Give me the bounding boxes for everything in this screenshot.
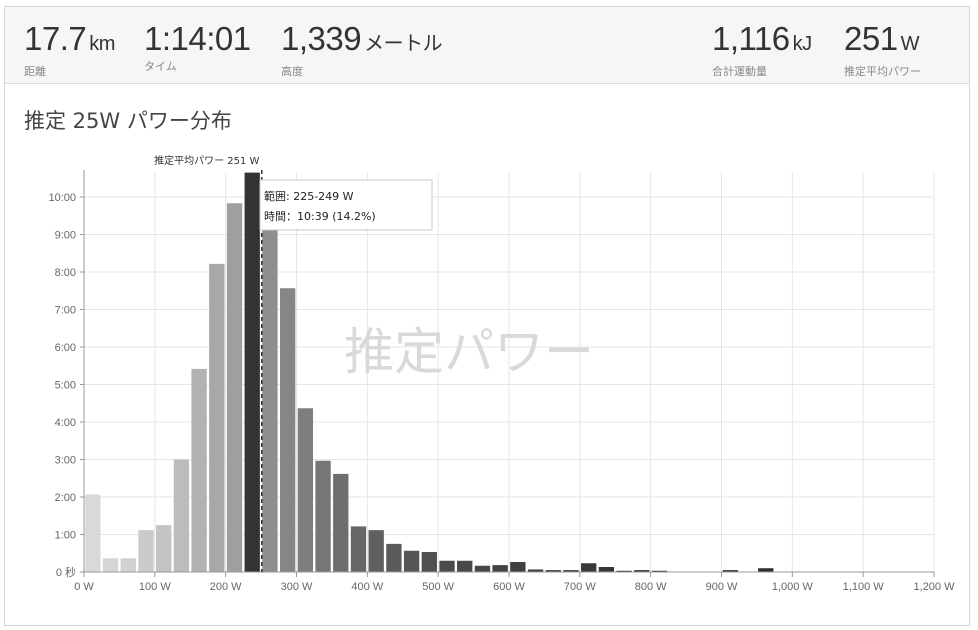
histogram-bar[interactable] — [386, 543, 402, 572]
histogram-bar[interactable] — [545, 570, 561, 572]
histogram-bar[interactable] — [333, 473, 349, 572]
y-tick-label: 4:00 — [55, 417, 76, 429]
x-tick-label: 0 W — [74, 581, 94, 593]
histogram-bar[interactable] — [421, 552, 437, 572]
x-tick-label: 600 W — [493, 581, 525, 593]
histogram-bar[interactable] — [598, 567, 615, 572]
y-tick-label: 10:00 — [48, 192, 76, 204]
y-tick-label: 8:00 — [55, 267, 76, 279]
tooltip-range-text: 範囲: 225-249 W — [264, 189, 354, 203]
power-value: 251 — [844, 20, 898, 57]
time-label: タイム — [144, 60, 177, 73]
histogram-bar[interactable] — [102, 558, 119, 572]
watermark-text: 推定パワー — [344, 323, 594, 381]
y-tick-label: 9:00 — [55, 230, 76, 242]
histogram-bar[interactable] — [581, 563, 597, 572]
y-tick-label: 3:00 — [55, 455, 76, 467]
bar-tooltip — [259, 179, 433, 231]
distance-unit: km — [89, 33, 115, 55]
histogram-bar[interactable] — [279, 288, 296, 572]
time-value: 1:14:01 — [144, 20, 251, 57]
histogram-bar[interactable] — [651, 570, 668, 572]
histogram-bar[interactable] — [510, 562, 526, 572]
histogram-bar[interactable] — [492, 565, 508, 572]
x-tick-label: 500 W — [422, 581, 454, 593]
elevation-unit: メートル — [364, 33, 443, 55]
x-tick-label: 400 W — [351, 581, 383, 593]
histogram-bar[interactable] — [244, 172, 260, 572]
y-tick-label: 0 秒 — [56, 565, 76, 579]
x-tick-label: 700 W — [564, 581, 596, 593]
histogram-bar[interactable] — [138, 530, 154, 572]
histogram-bar[interactable] — [527, 569, 544, 573]
work-unit: kJ — [792, 33, 813, 55]
histogram-bar[interactable] — [616, 570, 632, 572]
y-tick-label: 6:00 — [55, 342, 76, 354]
x-tick-label: 200 W — [210, 581, 242, 593]
histogram-bar[interactable] — [262, 215, 278, 572]
x-tick-label: 900 W — [706, 581, 738, 593]
tooltip-time-text: 時間：10:39 (14.2%) — [264, 210, 376, 223]
distance-value: 17.7 — [24, 20, 87, 57]
work-value: 1,116 — [712, 20, 790, 57]
power-unit: W — [900, 33, 920, 55]
histogram-bar[interactable] — [439, 560, 455, 572]
x-tick-label: 1,200 W — [914, 581, 956, 593]
histogram-bar[interactable] — [758, 568, 774, 572]
power-label: 推定平均パワー — [844, 65, 921, 78]
y-tick-label: 5:00 — [55, 380, 76, 392]
histogram-bar[interactable] — [209, 263, 225, 572]
histogram-bar[interactable] — [191, 368, 207, 572]
elevation-label: 高度 — [281, 65, 303, 78]
histogram-bar[interactable] — [474, 565, 491, 572]
histogram-bar[interactable] — [563, 570, 579, 572]
histogram-bar[interactable] — [120, 558, 136, 572]
histogram-bar[interactable] — [173, 459, 190, 573]
x-tick-label: 1,100 W — [843, 581, 885, 593]
y-tick-label: 7:00 — [55, 305, 76, 317]
y-tick-label: 1:00 — [55, 530, 76, 542]
histogram-bar[interactable] — [156, 525, 172, 572]
x-tick-label: 800 W — [635, 581, 667, 593]
section-title: 推定 25W パワー分布 — [24, 109, 232, 133]
histogram-bar[interactable] — [634, 570, 650, 572]
histogram-bar[interactable] — [350, 526, 367, 572]
power-histogram-chart: 推定パワー 0 秒 1:00 2:00 3:00 4:00 5:00 6:00 7:00 8:00… — [48, 154, 956, 593]
stat-time: 1:14:01 タイム — [144, 21, 251, 74]
y-tick-label: 2:00 — [55, 492, 76, 504]
histogram-bar[interactable] — [722, 570, 739, 572]
x-tick-label: 1,000 W — [772, 581, 814, 593]
stats-bar: 17.7 km 距離 1:14:01 タイム 1,339 メートル 高度 1,116… — [5, 7, 969, 84]
stat-distance: 17.7 km 距離 — [24, 21, 115, 79]
x-tick-label: 300 W — [281, 581, 313, 593]
stat-power: 251 W 推定平均パワー — [844, 21, 921, 79]
histogram-bar[interactable] — [315, 460, 331, 572]
histogram-bar[interactable] — [226, 203, 243, 572]
distance-label: 距離 — [24, 65, 46, 78]
work-label: 合計運動量 — [712, 65, 767, 78]
histogram-bar[interactable] — [85, 494, 101, 573]
x-tick-label: 100 W — [139, 581, 171, 593]
histogram-bar[interactable] — [403, 550, 420, 572]
elevation-value: 1,339 — [281, 20, 362, 57]
stat-work: 1,116 kJ 合計運動量 — [712, 21, 812, 79]
average-power-label: 推定平均パワー 251 W — [154, 154, 259, 167]
histogram-bar[interactable] — [457, 560, 473, 572]
stat-elevation: 1,339 メートル 高度 — [281, 20, 443, 79]
histogram-bar[interactable] — [368, 530, 384, 572]
power-distribution-card: 17.7 km 距離 1:14:01 タイム 1,339 メートル 高度 1,116… — [4, 6, 970, 626]
histogram-bar[interactable] — [297, 408, 314, 572]
